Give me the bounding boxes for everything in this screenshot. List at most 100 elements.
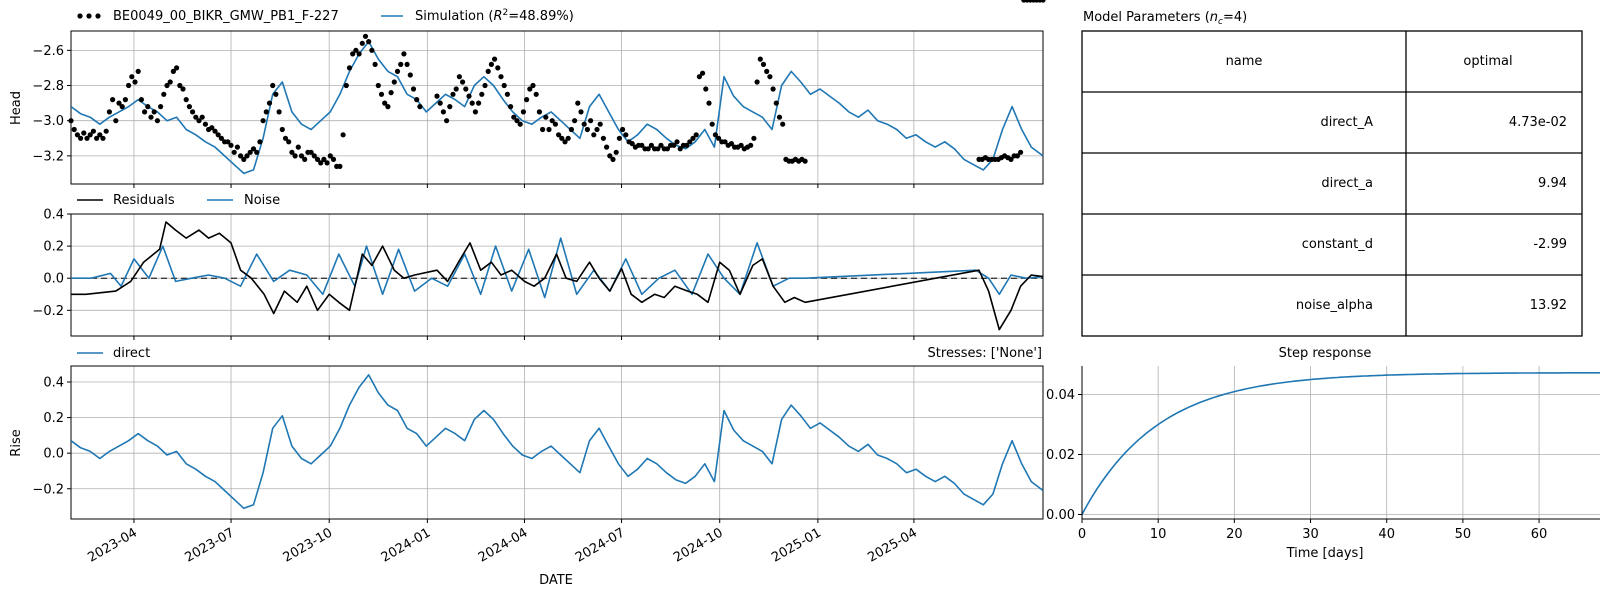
observed-point: [770, 86, 776, 92]
observed-point: [536, 109, 543, 115]
observed-point: [391, 79, 397, 85]
contribution-legend[interactable]: direct: [77, 346, 150, 361]
observed-point: [170, 68, 176, 74]
table-row: direct_a 9.94: [1321, 176, 1567, 191]
observed-point: [773, 100, 779, 106]
contribution-panel: −0.2 0.0 0.2 0.4 2023-04 2023-07 2023-10 2024-…: [9, 346, 1044, 588]
observed-point: [517, 121, 523, 127]
observed-point: [767, 74, 773, 80]
observed-point: [314, 156, 321, 162]
date-xlabel: DATE: [539, 573, 573, 588]
observed-point: [394, 68, 401, 74]
residuals-panel: −0.2 0.0 0.2 0.4 Residuals Noise: [32, 193, 1044, 340]
observed-point: [728, 141, 735, 147]
stresses-title: Stresses: ['None']: [928, 346, 1042, 361]
observed-point: [116, 100, 122, 106]
step-series: [1081, 371, 1600, 515]
observed-point: [623, 132, 629, 138]
observed-point: [110, 97, 116, 103]
observed-point: [202, 121, 208, 127]
observed-point: [530, 82, 536, 89]
y-tick-label: −0.2: [32, 304, 64, 319]
observed-point: [616, 135, 623, 141]
param-value: -2.99: [1533, 237, 1567, 252]
observed-point: [802, 158, 808, 164]
legend-simulation-label: Simulation (R2=48.89%): [415, 8, 574, 24]
observed-point: [126, 82, 132, 89]
param-value: 13.92: [1530, 298, 1567, 313]
legend-observed-label: BE0049_00_BIKR_GMW_PB1_F-227: [113, 9, 339, 24]
observed-point: [540, 126, 546, 133]
y-tick-label: 0.2: [43, 411, 64, 426]
parameters-table: Model Parameters (nc=4) name optimal dir…: [1081, 10, 1583, 337]
observed-point: [167, 79, 173, 85]
x-tick-label: 2024-07: [573, 525, 628, 565]
observed-point: [103, 128, 109, 134]
observed-point: [337, 163, 343, 169]
param-name: direct_A: [1320, 115, 1373, 130]
observed-point: [366, 39, 372, 45]
observed-point: [106, 109, 112, 115]
residuals-legend[interactable]: Residuals Noise: [77, 193, 280, 208]
observed-point: [378, 91, 385, 97]
head-legend[interactable]: BE0049_00_BIKR_GMW_PB1_F-227 Simulation …: [77, 8, 574, 24]
observed-point: [295, 144, 301, 150]
observed-point: [308, 149, 314, 155]
observed-point: [282, 135, 289, 141]
observed-point: [318, 160, 324, 166]
observed-point: [94, 135, 100, 141]
observed-point: [693, 132, 699, 138]
observed-point: [321, 156, 327, 162]
observed-point: [485, 68, 491, 74]
observed-point: [388, 90, 394, 96]
y-tick-label: −2.6: [32, 44, 64, 59]
observed-point: [330, 156, 337, 162]
x-tick-label: 2024-04: [476, 525, 531, 565]
observed-point: [372, 61, 378, 67]
observed-point: [343, 82, 349, 89]
observed-point: [238, 153, 244, 159]
observed-point: [546, 126, 552, 133]
observed-point: [578, 109, 584, 115]
observed-point: [492, 56, 498, 62]
observed-point: [90, 128, 96, 134]
observed-point: [572, 118, 578, 124]
observed-point: [292, 153, 298, 159]
observed-point: [257, 139, 263, 145]
observed-point: [504, 91, 510, 97]
observed-point: [100, 135, 106, 141]
observed-point: [247, 149, 253, 155]
observed-point: [716, 135, 722, 141]
observed-point: [289, 149, 295, 155]
observed-point: [655, 146, 661, 152]
step-response-panel: 0.00 0.02 0.04 0 10 20 30 40 50 60 Step response…: [1046, 346, 1600, 561]
observed-point: [401, 51, 407, 57]
residuals-line: [71, 221, 1044, 331]
observed-point: [375, 82, 381, 89]
observed-point: [1018, 149, 1024, 155]
residuals-x-ticks: [133, 336, 915, 340]
observed-point: [450, 91, 456, 97]
observed-point: [511, 114, 517, 120]
observed-point: [273, 91, 279, 97]
observed-point: [559, 135, 565, 141]
x-tick-label: 60: [1531, 527, 1548, 542]
observed-point: [254, 149, 260, 155]
observed-point: [434, 93, 440, 99]
observed-point: [738, 142, 744, 148]
observed-point: [447, 104, 453, 110]
x-tick-label: 10: [1150, 527, 1167, 542]
observed-point: [460, 79, 466, 85]
observed-point: [764, 68, 770, 74]
observed-point: [552, 121, 559, 127]
observed-point: [78, 135, 84, 141]
head-panel: −3.2 −3.0 −2.8 −2.6 Head BE0049_00_BIKR_GMW…: [9, 0, 1046, 188]
legend-residuals-label: Residuals: [113, 193, 175, 208]
observed-point: [476, 100, 482, 106]
contribution-ylabel: Rise: [9, 429, 24, 456]
observed-point: [180, 86, 186, 92]
observed-point: [610, 156, 616, 162]
observed-point: [186, 104, 192, 110]
observed-point: [591, 132, 597, 138]
observed-point: [234, 144, 240, 150]
